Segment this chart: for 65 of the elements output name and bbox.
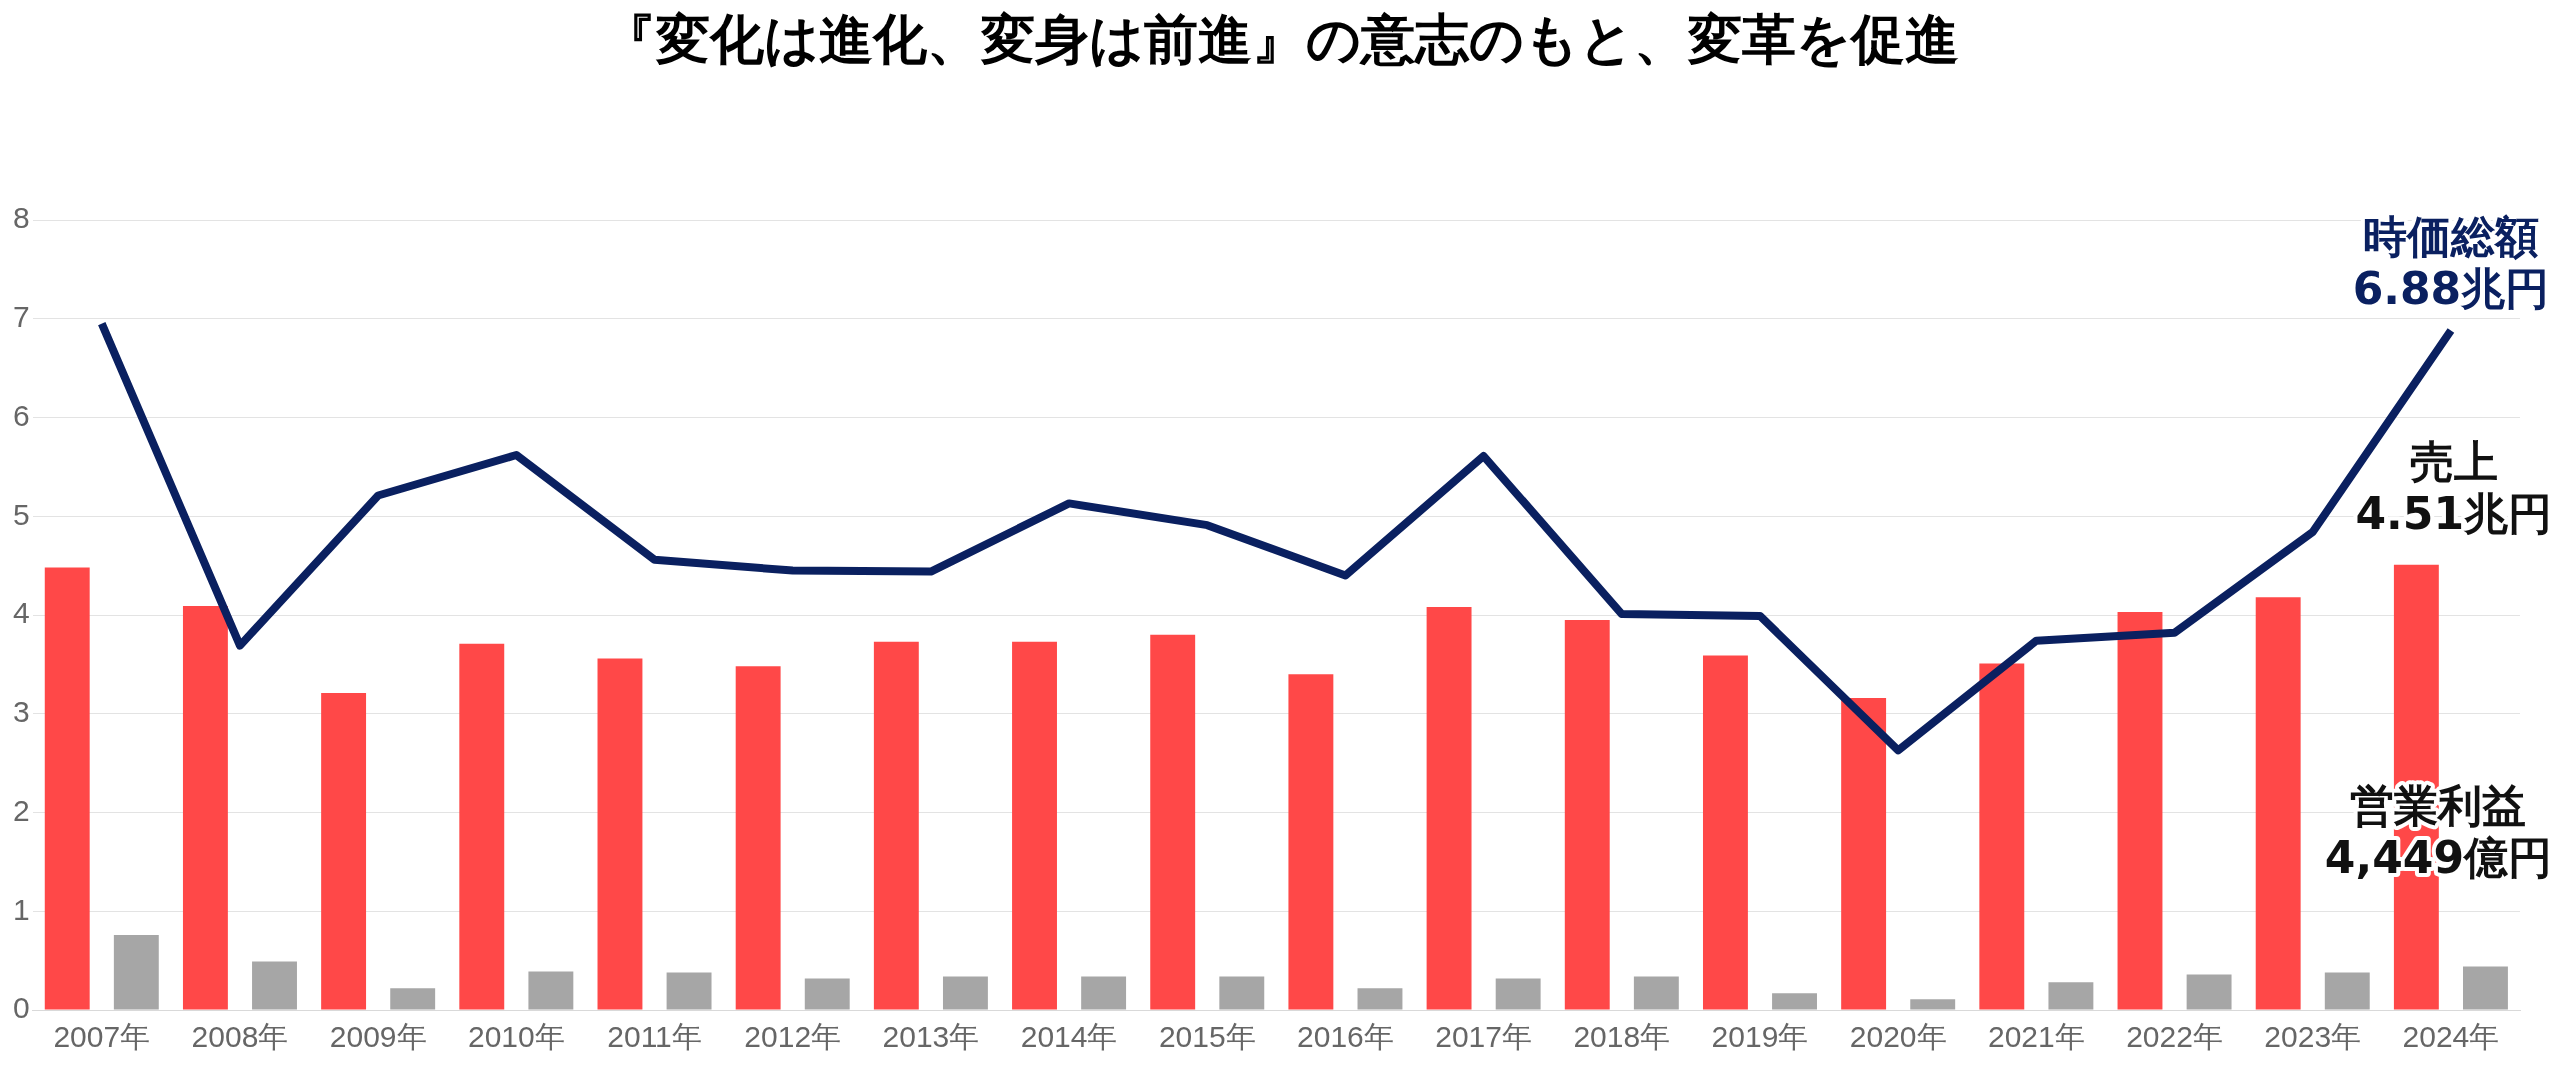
bar <box>2324 972 2370 1010</box>
bar <box>1633 976 1679 1010</box>
bar <box>1012 641 1057 1010</box>
bar <box>735 666 781 1010</box>
bar <box>113 934 159 1010</box>
bar <box>1288 674 1334 1010</box>
bar <box>1357 988 1403 1010</box>
bar <box>666 972 712 1010</box>
bar <box>1910 999 1956 1010</box>
bar <box>1772 993 1817 1010</box>
x-tick-label: 2008年 <box>191 1020 289 1054</box>
x-tick-label: 2013年 <box>882 1020 980 1054</box>
bar <box>528 971 574 1010</box>
bar <box>182 606 228 1010</box>
x-tick-label: 2022年 <box>2126 1020 2223 1054</box>
x-tick-label: 2020年 <box>1849 1020 1947 1054</box>
y-tick-label: 2 <box>13 793 30 827</box>
x-tick-label: 2017年 <box>1435 1020 1532 1054</box>
x-tick-label: 2024年 <box>2402 1020 2500 1054</box>
x-tick-label: 2014年 <box>1020 1020 1118 1054</box>
bar <box>2186 974 2232 1010</box>
y-tick-label: 0 <box>13 991 30 1025</box>
y-tick-label: 3 <box>13 695 30 729</box>
bar <box>1702 655 1748 1010</box>
x-tick-label: 2018年 <box>1573 1020 1671 1054</box>
bar <box>2463 966 2508 1010</box>
bar <box>390 988 436 1010</box>
bar <box>1564 619 1610 1010</box>
bar <box>1495 978 1541 1010</box>
bar <box>321 693 367 1010</box>
bar <box>1219 976 1265 1010</box>
bar <box>942 976 988 1010</box>
x-tick-label: 2011年 <box>607 1020 702 1054</box>
y-tick-label: 4 <box>13 596 30 630</box>
bar <box>597 658 643 1010</box>
x-tick-label: 2015年 <box>1158 1020 1256 1054</box>
bar <box>804 978 850 1010</box>
x-tick-label: 2023年 <box>2264 1020 2362 1054</box>
bar <box>1081 976 1127 1010</box>
bar <box>1150 634 1196 1010</box>
bar <box>252 961 297 1010</box>
annotation: 時価総額 6.88兆円 <box>2352 211 2550 315</box>
x-tick-label: 2012年 <box>744 1020 842 1054</box>
annotation: 売上 4.51兆円 <box>2355 436 2552 540</box>
x-tick-label: 2021年 <box>1987 1020 2085 1054</box>
y-tick-label: 5 <box>13 497 30 531</box>
y-tick-label: 7 <box>13 300 30 334</box>
y-tick-label: 8 <box>13 201 30 235</box>
bar <box>2255 597 2301 1010</box>
bar <box>1841 697 1887 1010</box>
bar <box>459 643 505 1010</box>
x-tick-label: 2019年 <box>1711 1020 1809 1054</box>
bar <box>1979 663 2025 1010</box>
y-tick-label: 1 <box>13 892 30 926</box>
bar <box>44 567 90 1010</box>
y-tick-label: 6 <box>13 398 30 432</box>
x-tick-label: 2016年 <box>1297 1020 1394 1054</box>
x-tick-label: 2009年 <box>329 1020 427 1054</box>
bar <box>2117 612 2163 1010</box>
x-tick-label: 2010年 <box>467 1020 565 1054</box>
bar <box>1426 607 1472 1010</box>
x-tick-label: 2007年 <box>53 1020 151 1054</box>
chart-title: 『変化は進化、変身は前進』の意志のもと、変革を促進 <box>600 7 1960 73</box>
bar <box>2048 982 2094 1010</box>
bar <box>873 641 919 1010</box>
